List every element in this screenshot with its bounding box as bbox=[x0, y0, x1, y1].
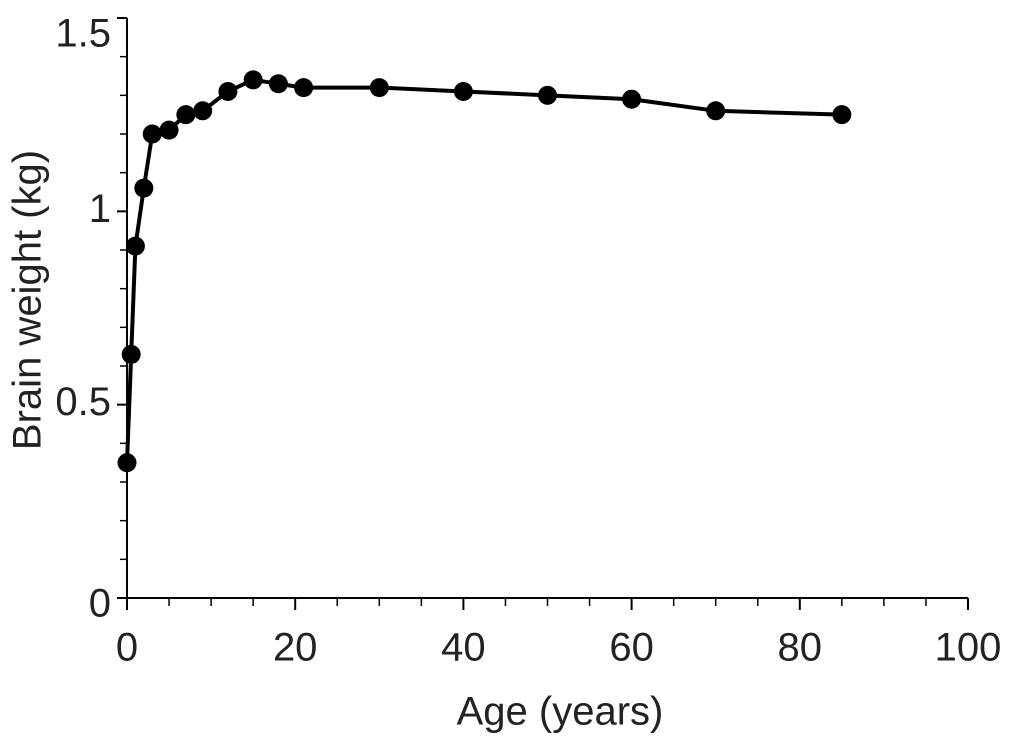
y-tick-label: 0 bbox=[89, 582, 111, 626]
data-point bbox=[294, 78, 314, 98]
data-point bbox=[218, 81, 238, 101]
data-point bbox=[706, 101, 726, 121]
y-tick-label: 1.5 bbox=[55, 12, 111, 56]
data-point bbox=[622, 89, 642, 109]
x-tick-label: 40 bbox=[441, 626, 486, 670]
x-tick-label: 20 bbox=[273, 626, 318, 670]
data-point bbox=[538, 85, 557, 105]
x-axis-label: Age (years) bbox=[457, 690, 664, 734]
y-axis-label: Brain weight (kg) bbox=[6, 150, 50, 450]
x-tick-label: 60 bbox=[609, 626, 654, 670]
data-point bbox=[268, 74, 288, 94]
data-point bbox=[134, 178, 154, 198]
y-tick-label: 1 bbox=[89, 187, 111, 231]
data-point bbox=[193, 101, 213, 121]
data-point bbox=[453, 81, 473, 101]
data-point bbox=[142, 124, 162, 144]
y-tick-label: 0.5 bbox=[55, 380, 111, 424]
data-point bbox=[369, 78, 389, 98]
data-point bbox=[121, 344, 141, 364]
data-point bbox=[243, 70, 263, 90]
data-point bbox=[117, 453, 137, 473]
data-point bbox=[159, 120, 179, 140]
x-tick-label: 80 bbox=[778, 626, 823, 670]
series-line bbox=[125, 77, 842, 463]
x-tick-label: 0 bbox=[116, 626, 138, 670]
data-point bbox=[832, 105, 852, 125]
x-tick-label: 100 bbox=[935, 626, 1002, 670]
data-point bbox=[176, 105, 196, 125]
data-point bbox=[125, 236, 145, 256]
